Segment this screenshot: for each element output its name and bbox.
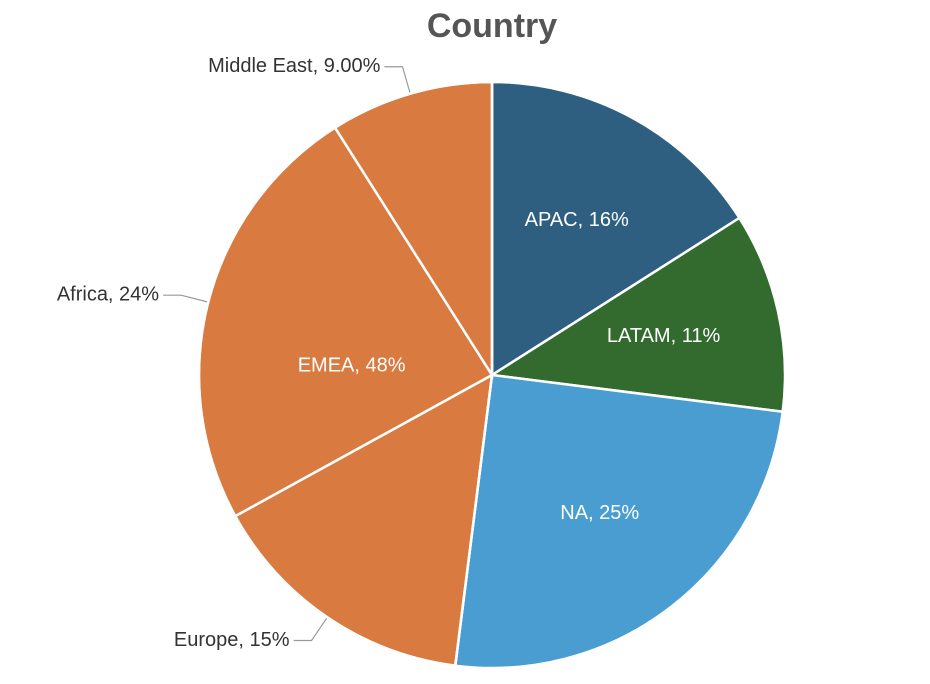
data-label: APAC, 16% <box>525 209 629 231</box>
data-label: NA, 25% <box>560 502 639 524</box>
pie-slice <box>490 80 742 378</box>
data-label: Europe, 15% <box>174 629 290 651</box>
leader-line <box>384 66 411 94</box>
pie-slice <box>453 373 785 670</box>
data-label: Middle East, 9.00% <box>208 55 381 77</box>
leader-line <box>293 616 328 642</box>
group-label: EMEA, 48% <box>298 354 406 376</box>
data-label: Africa, 24% <box>57 283 159 305</box>
pie-slice <box>488 216 787 414</box>
chart-title: Country <box>427 7 557 45</box>
group-outline <box>197 80 494 668</box>
data-label: LATAM, 11% <box>607 325 721 347</box>
leader-line <box>163 294 209 303</box>
